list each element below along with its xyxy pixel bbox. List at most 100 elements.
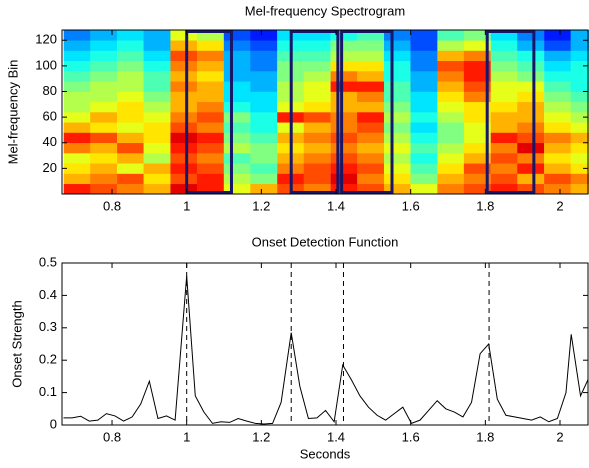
heatmap-cell [517, 71, 545, 82]
heatmap-cell [544, 91, 572, 103]
heatmap-cell [170, 71, 198, 82]
heatmap-cell [383, 112, 411, 123]
y-tick-label: 0.1 [39, 384, 57, 399]
heatmap-cell [570, 60, 589, 72]
heatmap-cell [463, 60, 491, 72]
heatmap-cell [570, 112, 589, 123]
heatmap-cell [117, 112, 145, 123]
heatmap-cell [517, 81, 545, 92]
heatmap-cell [383, 142, 411, 154]
heatmap-cell [517, 132, 545, 144]
heatmap-cell [463, 40, 491, 51]
heatmap-cell [63, 163, 91, 174]
x-tick-label: 1 [183, 429, 190, 444]
heatmap-cell [383, 60, 411, 72]
heatmap-cell [143, 71, 171, 82]
heatmap-cell [250, 91, 278, 103]
heatmap-cell [143, 132, 171, 144]
heatmap-cell [570, 142, 589, 154]
heatmap-cell [383, 132, 411, 144]
heatmap-cell [437, 183, 465, 194]
heatmap-cell [196, 40, 224, 51]
heatmap-cell [143, 101, 171, 113]
heatmap-cell [437, 112, 465, 123]
x-tick-label: 1.6 [402, 429, 420, 444]
heatmap-cell [357, 163, 385, 174]
heatmap-cell [90, 122, 118, 133]
heatmap-cell [357, 132, 385, 144]
heatmap-cell [90, 40, 118, 51]
heatmap-cell [330, 153, 358, 164]
heatmap-cell [357, 173, 385, 185]
heatmap-cell [517, 112, 545, 123]
heatmap-cell [517, 91, 545, 103]
heatmap-cell [490, 40, 518, 51]
heatmap-cell [463, 183, 491, 194]
heatmap-cell [517, 50, 545, 62]
y-tick-label: 0.3 [39, 319, 57, 334]
heatmap-cell [357, 30, 385, 41]
heatmap-cell [357, 50, 385, 62]
x-tick-label: 1 [183, 198, 190, 213]
heatmap-cell [143, 30, 171, 41]
heatmap-cell [63, 183, 91, 194]
heatmap-cell [117, 71, 145, 82]
heatmap-cell [117, 132, 145, 144]
heatmap-cell [196, 122, 224, 133]
heatmap-cell [383, 163, 411, 174]
heatmap-cell [250, 163, 278, 174]
spectrogram-panel: 0.8 1 1.2 1.4 1.6 1.8 2 20 40 60 80 100 120 [35, 29, 589, 213]
y-axis-label: Mel-frequency Bin [5, 60, 20, 165]
x-axis-label: Seconds [300, 446, 351, 461]
heatmap-cell [463, 101, 491, 113]
heatmap-cell [383, 173, 411, 185]
x-tick-label: 1.8 [476, 429, 494, 444]
heatmap-cell [410, 50, 438, 62]
heatmap-cell [570, 91, 589, 103]
heatmap-cell [196, 183, 224, 194]
heatmap-cell [170, 183, 198, 194]
onset-box [185, 30, 233, 194]
heatmap-cell [490, 101, 518, 113]
heatmap-cell [63, 91, 91, 103]
heatmap-cell [303, 40, 331, 51]
heatmap-cell [570, 40, 589, 51]
heatmap-cell [117, 101, 145, 113]
heatmap-cell [490, 30, 518, 41]
heatmap-cell [357, 101, 385, 113]
heatmap-cell [544, 81, 572, 92]
heatmap-cell [117, 60, 145, 72]
heatmap-cell [90, 163, 118, 174]
heatmap-cell [170, 173, 198, 185]
heatmap-cell [383, 91, 411, 103]
heatmap-cell [196, 142, 224, 154]
heatmap-cell [410, 183, 438, 194]
heatmap-cell [196, 71, 224, 82]
heatmap-cell [90, 50, 118, 62]
heatmap-cell [383, 101, 411, 113]
heatmap-cell [357, 81, 385, 92]
x-tick-label: 1.2 [252, 429, 270, 444]
heatmap-cell [437, 132, 465, 144]
heatmap-cell [330, 60, 358, 72]
heatmap-cell [463, 81, 491, 92]
y-tick-label: 80 [43, 83, 57, 98]
heatmap-cell [196, 101, 224, 113]
heatmap-cell [570, 163, 589, 174]
heatmap-cell [570, 50, 589, 62]
heatmap-cell [410, 122, 438, 133]
heatmap-cell [250, 173, 278, 185]
heatmap-cell [544, 183, 572, 194]
x-tick-label: 1.4 [327, 429, 345, 444]
heatmap-cell [330, 132, 358, 144]
x-tick-label: 1.8 [476, 198, 494, 213]
heatmap-cell [357, 91, 385, 103]
heatmap-cell [463, 163, 491, 174]
heatmap-cell [330, 122, 358, 133]
heatmap-cell [117, 183, 145, 194]
heatmap-cell [90, 173, 118, 185]
heatmap-cell [410, 101, 438, 113]
heatmap-cell [143, 91, 171, 103]
y-axis-label: Onset Strength [9, 300, 24, 387]
heatmap-cell [410, 153, 438, 164]
